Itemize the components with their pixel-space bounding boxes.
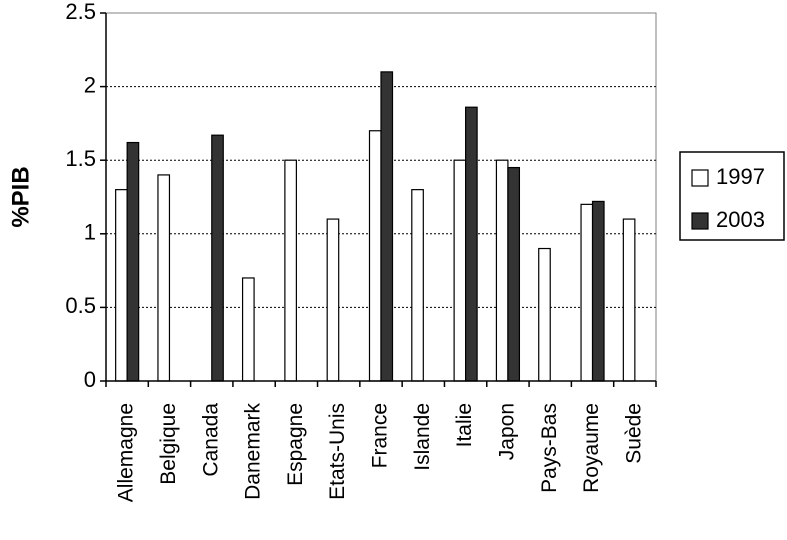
x-category-label: Belgique xyxy=(157,403,180,485)
bar-1997-France xyxy=(368,130,382,382)
bar-2003-Allemagne xyxy=(126,141,140,382)
bar-1997-Danemark xyxy=(241,277,255,382)
y-tick-label: 2.5 xyxy=(65,0,96,24)
bar-1997-Royaume xyxy=(580,203,594,382)
x-category-label: Danemark xyxy=(242,403,265,500)
x-category-label: Espagne xyxy=(284,403,307,486)
bar-2003-Japon xyxy=(507,166,521,382)
bar-1997-Belgique xyxy=(157,174,171,382)
bar-2003-Italie xyxy=(465,106,478,382)
bar-1997-Japon xyxy=(495,159,509,382)
y-tick-label: 1 xyxy=(84,220,96,245)
y-tick-label: 1.5 xyxy=(65,146,96,171)
x-category-label: Royaume xyxy=(580,403,603,493)
bar-2003-France xyxy=(380,71,394,382)
x-category-label: Japon xyxy=(495,403,518,460)
y-tick-label: 2 xyxy=(84,72,96,97)
x-category-label: Italie xyxy=(453,403,476,447)
bar-1997-Islande xyxy=(411,189,424,382)
bar-1997-Allemagne xyxy=(115,189,128,382)
bar-1997-Suède xyxy=(622,218,636,382)
x-category-label: Pays-Bas xyxy=(538,403,561,493)
y-tick-label: 0 xyxy=(84,367,96,392)
y-axis-label: %PIB xyxy=(7,166,34,227)
bar-1997-Pays-Bas xyxy=(538,247,551,382)
y-tick-labels: 0 0.5 1 1.5 2 2.5 xyxy=(65,0,96,392)
axes xyxy=(100,12,657,387)
legend-label-1997: 1997 xyxy=(716,164,765,189)
y-tick-label: 0.5 xyxy=(65,293,96,318)
bar-1997-Italie xyxy=(453,159,467,382)
legend: 1997 2003 xyxy=(679,151,785,241)
bar-1997-Espagne xyxy=(284,159,297,382)
bar-2003-Royaume xyxy=(591,200,605,382)
x-category-label: Canada xyxy=(199,403,222,477)
x-category-label: Suède xyxy=(622,403,645,464)
x-category-label: Etats-Unis xyxy=(326,403,349,500)
bar-2003-Canada xyxy=(211,134,224,382)
x-category-label: France xyxy=(369,403,392,468)
x-category-labels: Allemagne Belgique Canada Danemark Espagne Et… xyxy=(115,403,646,503)
x-category-label: Allemagne xyxy=(115,403,138,502)
legend-swatch-2003 xyxy=(691,212,709,230)
legend-swatch-1997 xyxy=(691,169,709,187)
bar-1997-Etats-Unis xyxy=(326,218,340,382)
x-category-label: Islande xyxy=(411,403,434,471)
legend-label-2003: 2003 xyxy=(716,207,765,232)
